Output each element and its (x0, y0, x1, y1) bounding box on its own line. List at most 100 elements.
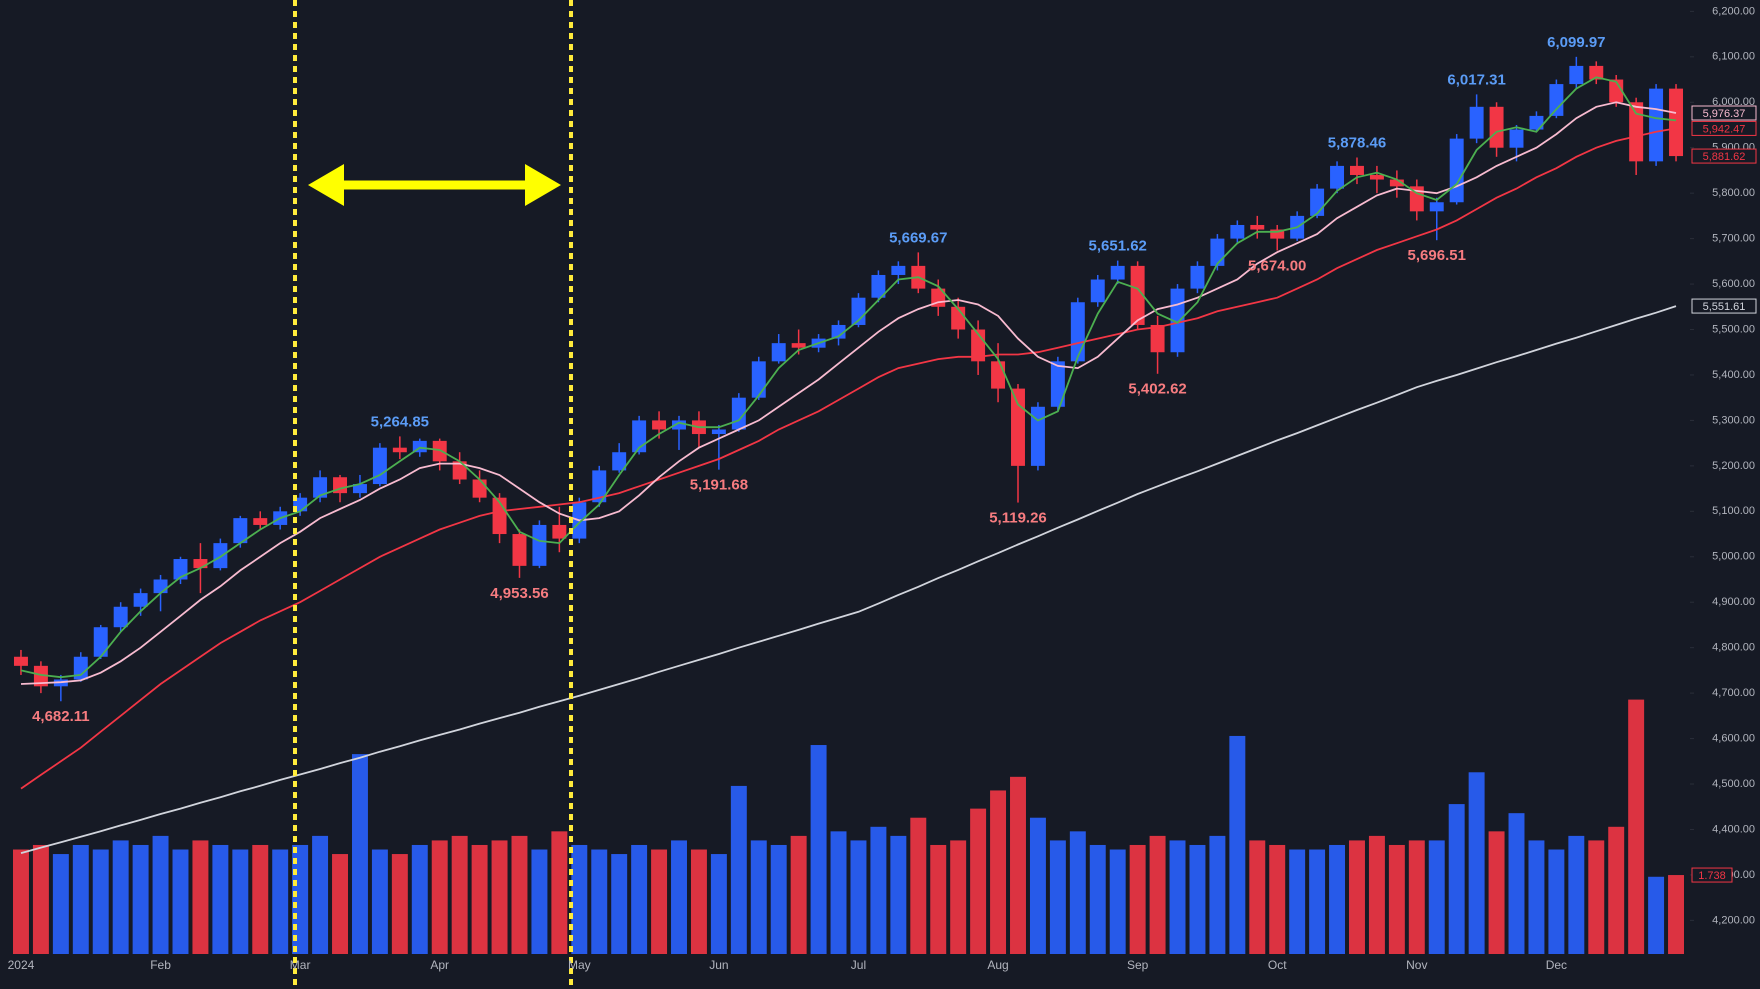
candle-body (1649, 88, 1664, 162)
y-tick-label: 4,600.00 (1712, 732, 1755, 744)
volume-bar (1548, 849, 1565, 954)
volume-bar (1388, 844, 1405, 954)
candle-body (1489, 106, 1504, 148)
volume-bar (491, 840, 508, 954)
candle-body (1449, 138, 1464, 203)
volume-bar (511, 835, 528, 954)
y-tick-label: 4,400.00 (1712, 823, 1755, 835)
moving-average (20, 127, 1677, 790)
volume-bar (1109, 849, 1126, 954)
volume-bar (910, 817, 927, 954)
volume-bar (591, 849, 608, 954)
volume-bar (252, 844, 269, 954)
volume-bar (850, 840, 867, 954)
x-tick-label: Jul (851, 958, 866, 972)
candle-body (1130, 265, 1145, 325)
y-tick-label: 6,000.00 (1712, 96, 1755, 108)
volume-bar (152, 835, 169, 954)
volume-box-label: 1.738 (1698, 870, 1726, 882)
candle-body (532, 524, 547, 566)
volume-bar (830, 831, 847, 954)
candle-body (891, 265, 906, 275)
volume-bar (1049, 840, 1066, 954)
volume-bar (132, 844, 149, 954)
volume-bar (1608, 826, 1625, 954)
candle-body (153, 579, 168, 594)
candle-body (592, 470, 607, 503)
price-annotation: 6,017.31 (1447, 71, 1505, 88)
candle-body (472, 479, 487, 498)
volume-bar (1428, 840, 1445, 954)
volume-bar (1468, 772, 1485, 954)
volume-bar (1249, 840, 1266, 954)
candle-body (672, 420, 686, 430)
price-annotation: 5,651.62 (1089, 238, 1147, 255)
volume-bar (312, 835, 329, 954)
volume-bar (970, 808, 987, 954)
volume-bar (1568, 835, 1585, 954)
candle-body (1409, 186, 1424, 212)
volume-bar (631, 844, 648, 954)
arrow-head (525, 164, 561, 206)
volume-bar (1189, 844, 1206, 954)
volume-bar (351, 754, 368, 954)
price-annotation: 5,191.68 (690, 477, 748, 494)
price-box-label: 5,976.37 (1703, 108, 1746, 120)
price-annotation: 5,669.67 (889, 229, 947, 246)
volume-bar (411, 844, 428, 954)
y-tick-label: 4,700.00 (1712, 687, 1755, 699)
candle-body (1090, 279, 1105, 303)
candle-body (851, 297, 866, 325)
volume-bar (1508, 813, 1525, 954)
candle-body (512, 534, 527, 566)
plot-area: 4,682.11 5,264.85 4,953.56 5,191.68 5,669.67… (12, 34, 1685, 954)
x-tick-label: Feb (150, 958, 171, 972)
price-box (1691, 105, 1757, 121)
volume-bar (770, 844, 787, 954)
candle-body (1011, 388, 1025, 466)
volume-bar (1010, 776, 1026, 954)
candle-body (1629, 102, 1644, 162)
y-tick-label: 6,200.00 (1712, 5, 1755, 17)
candle-body (1469, 106, 1484, 139)
arrow-head (308, 164, 344, 206)
volume-bar (1309, 849, 1326, 954)
candle-body (1110, 265, 1125, 280)
candle-body (1669, 88, 1684, 157)
candle-body (1529, 115, 1544, 130)
y-tick-label: 5,500.00 (1712, 323, 1755, 335)
volume-bar (1129, 844, 1146, 954)
candle-body (133, 593, 148, 607)
price-annotation: 5,402.62 (1128, 381, 1186, 398)
volume-bar (790, 835, 807, 954)
x-tick-label: Apr (430, 958, 449, 972)
volume-bar (192, 840, 209, 954)
y-tick-label: 5,600.00 (1712, 278, 1755, 290)
price-annotation: 4,682.11 (32, 708, 90, 725)
candle-body (372, 447, 387, 485)
price-box (1691, 120, 1757, 136)
candle-body (871, 274, 886, 298)
candle-body (1609, 79, 1624, 103)
y-tick-label: 5,000.00 (1712, 551, 1755, 563)
volume-bar (870, 826, 887, 954)
candle-body (33, 665, 48, 687)
volume-bar (12, 849, 29, 954)
candle-body (352, 484, 367, 494)
price-box-label: 5,942.47 (1703, 123, 1746, 135)
price-annotation: 5,696.51 (1408, 247, 1466, 264)
candle-body (1270, 229, 1285, 239)
candle-body (1210, 238, 1225, 266)
volume-bar (1329, 844, 1346, 954)
x-tick-label: 2024 (8, 958, 35, 972)
candle-body (1230, 224, 1245, 239)
y-tick-label: 5,800.00 (1712, 187, 1755, 199)
volume-bar (172, 849, 189, 954)
candle-body (213, 543, 228, 569)
volume-bar (371, 849, 388, 954)
volume-bar (1149, 835, 1166, 954)
candle-body (612, 452, 627, 471)
volume-bar (332, 854, 348, 954)
y-tick-label: 5,200.00 (1712, 460, 1755, 472)
